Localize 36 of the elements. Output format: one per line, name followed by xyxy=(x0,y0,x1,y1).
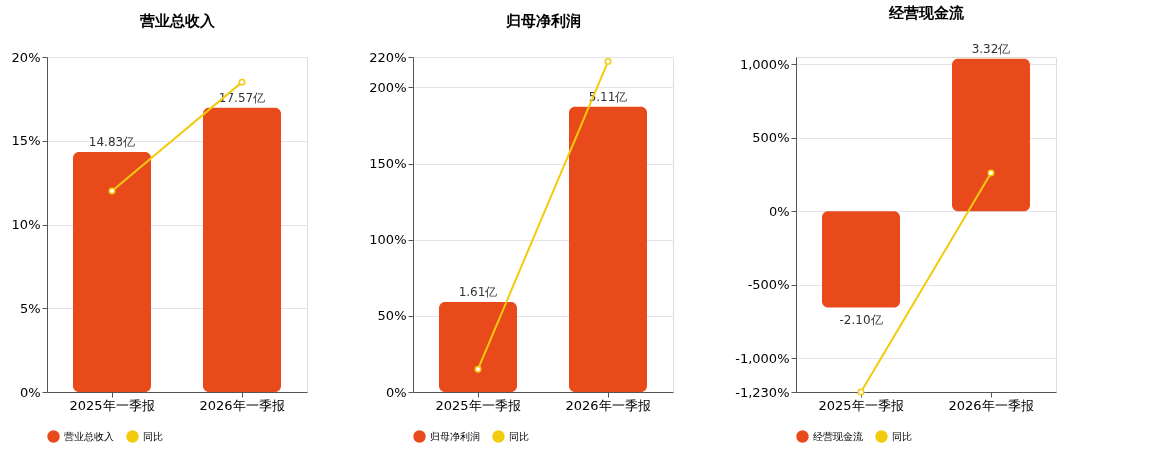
legend-label: 同比 xyxy=(509,430,529,442)
y-tick-label: 0% xyxy=(768,203,790,219)
x-tick-label: 2025年一季报 xyxy=(69,397,155,413)
y-tick-label: -1,000% xyxy=(735,350,790,366)
y-tick-label: 20% xyxy=(11,49,41,65)
y-tick-label: 1,000% xyxy=(739,56,790,72)
x-tick-label: 2026年一季报 xyxy=(199,397,285,413)
data-label: -2.10亿 xyxy=(839,312,883,327)
y-tick-label: 200% xyxy=(369,79,407,95)
data-label: 14.83亿 xyxy=(88,135,136,149)
legend-label: 经营现金流 xyxy=(813,430,863,442)
y-tick-label: 220% xyxy=(369,49,407,65)
legend-label: 营业总收入 xyxy=(64,430,114,442)
chart-title: 归母净利润 xyxy=(504,12,581,30)
y-tick-label: 0% xyxy=(19,384,41,400)
legend-label: 归母净利润 xyxy=(430,430,480,442)
y-tick-label: 100% xyxy=(369,232,407,248)
y-tick-label: 500% xyxy=(752,130,790,146)
chart-title: 经营现金流 xyxy=(887,3,965,22)
y-tick-label: -1,230% xyxy=(735,384,790,400)
y-tick-label: -500% xyxy=(747,277,790,293)
legend-label: 同比 xyxy=(143,430,163,442)
x-tick-label: 2025年一季报 xyxy=(818,397,904,413)
legend-label: 同比 xyxy=(892,430,912,442)
y-tick-label: 5% xyxy=(19,300,41,316)
chart-title: 营业总收入 xyxy=(138,12,216,30)
y-tick-label: 15% xyxy=(11,133,41,149)
x-tick-label: 2025年一季报 xyxy=(435,397,521,413)
y-tick-label: 50% xyxy=(377,308,407,324)
y-tick-label: 150% xyxy=(369,156,407,172)
x-tick-label: 2026年一季报 xyxy=(565,397,651,413)
y-tick-label: 0% xyxy=(385,384,407,400)
y-tick-label: 10% xyxy=(11,217,41,232)
data-label: 3.32亿 xyxy=(971,41,1011,56)
x-tick-label: 2026年一季报 xyxy=(948,397,1034,413)
data-label: 1.61亿 xyxy=(458,285,498,300)
